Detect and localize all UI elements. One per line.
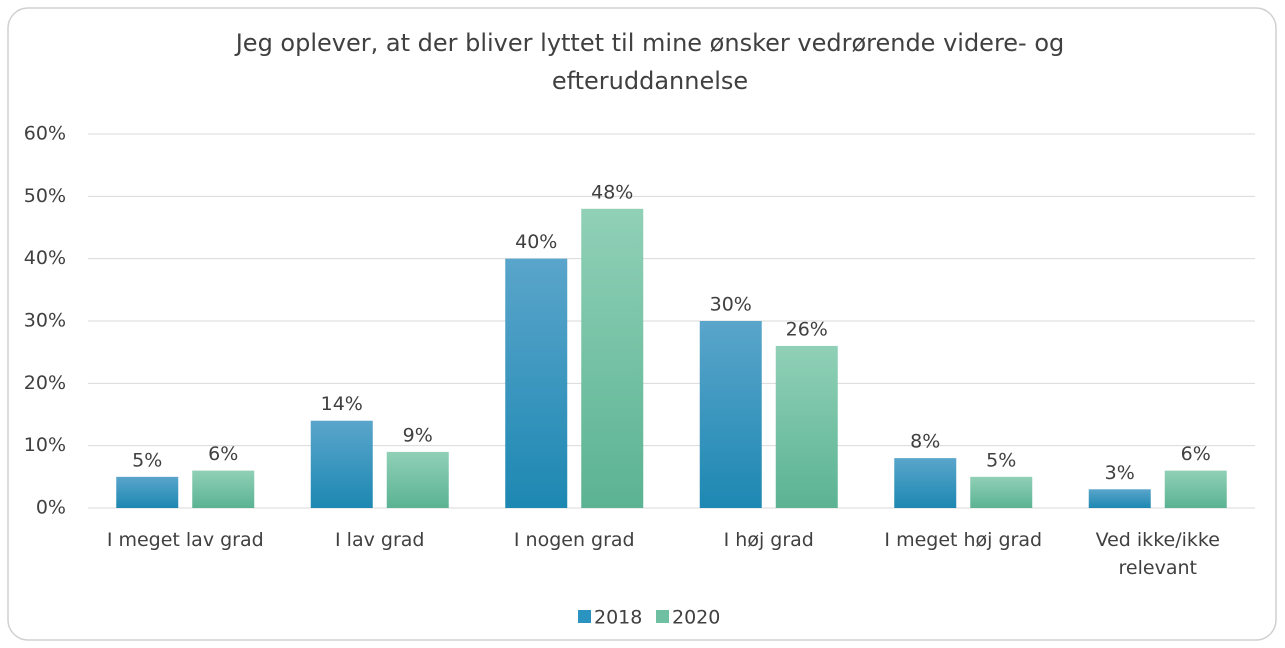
data-label: 26% <box>786 318 828 340</box>
bar <box>310 420 373 508</box>
y-tick-label: 60% <box>24 123 66 145</box>
y-tick-label: 50% <box>24 185 66 207</box>
y-tick-label: 10% <box>24 434 66 456</box>
chart-title: Jeg oplever, at der bliver lyttet til mi… <box>235 29 1065 95</box>
data-label: 8% <box>910 431 940 453</box>
x-tick-label: I lav grad <box>335 529 425 551</box>
bar <box>116 476 179 508</box>
legend-swatch <box>578 610 591 623</box>
legend-swatch <box>656 610 669 623</box>
data-label: 5% <box>132 449 162 471</box>
data-label: 6% <box>208 443 238 465</box>
legend-label: 2018 <box>594 607 642 629</box>
bar <box>386 451 449 508</box>
bar <box>699 321 762 508</box>
bar <box>192 470 255 508</box>
data-label: 48% <box>591 181 633 203</box>
data-label: 30% <box>710 294 752 316</box>
y-tick-label: 30% <box>24 310 66 332</box>
data-label: 40% <box>515 231 557 253</box>
y-tick-label: 0% <box>36 497 66 519</box>
data-label: 3% <box>1105 462 1135 484</box>
x-tick-label: I høj grad <box>723 529 814 551</box>
bar <box>581 208 644 509</box>
bar <box>1164 470 1227 508</box>
data-label: 6% <box>1181 443 1211 465</box>
x-tick-label: Ved ikke/ikke relevant <box>1095 529 1220 579</box>
x-tick-label: I meget høj grad <box>884 529 1043 551</box>
x-tick-label: I nogen grad <box>513 529 635 551</box>
data-label: 5% <box>986 449 1016 471</box>
bar <box>1088 489 1151 508</box>
bar <box>970 476 1033 508</box>
data-label: 9% <box>403 424 433 446</box>
bar <box>894 458 957 508</box>
y-tick-label: 40% <box>24 247 66 269</box>
legend-label: 2020 <box>672 607 720 629</box>
bar <box>775 345 838 508</box>
bar <box>505 258 568 508</box>
y-tick-label: 20% <box>24 372 66 394</box>
data-label: 14% <box>321 393 363 415</box>
x-tick-label: I meget lav grad <box>106 529 264 551</box>
